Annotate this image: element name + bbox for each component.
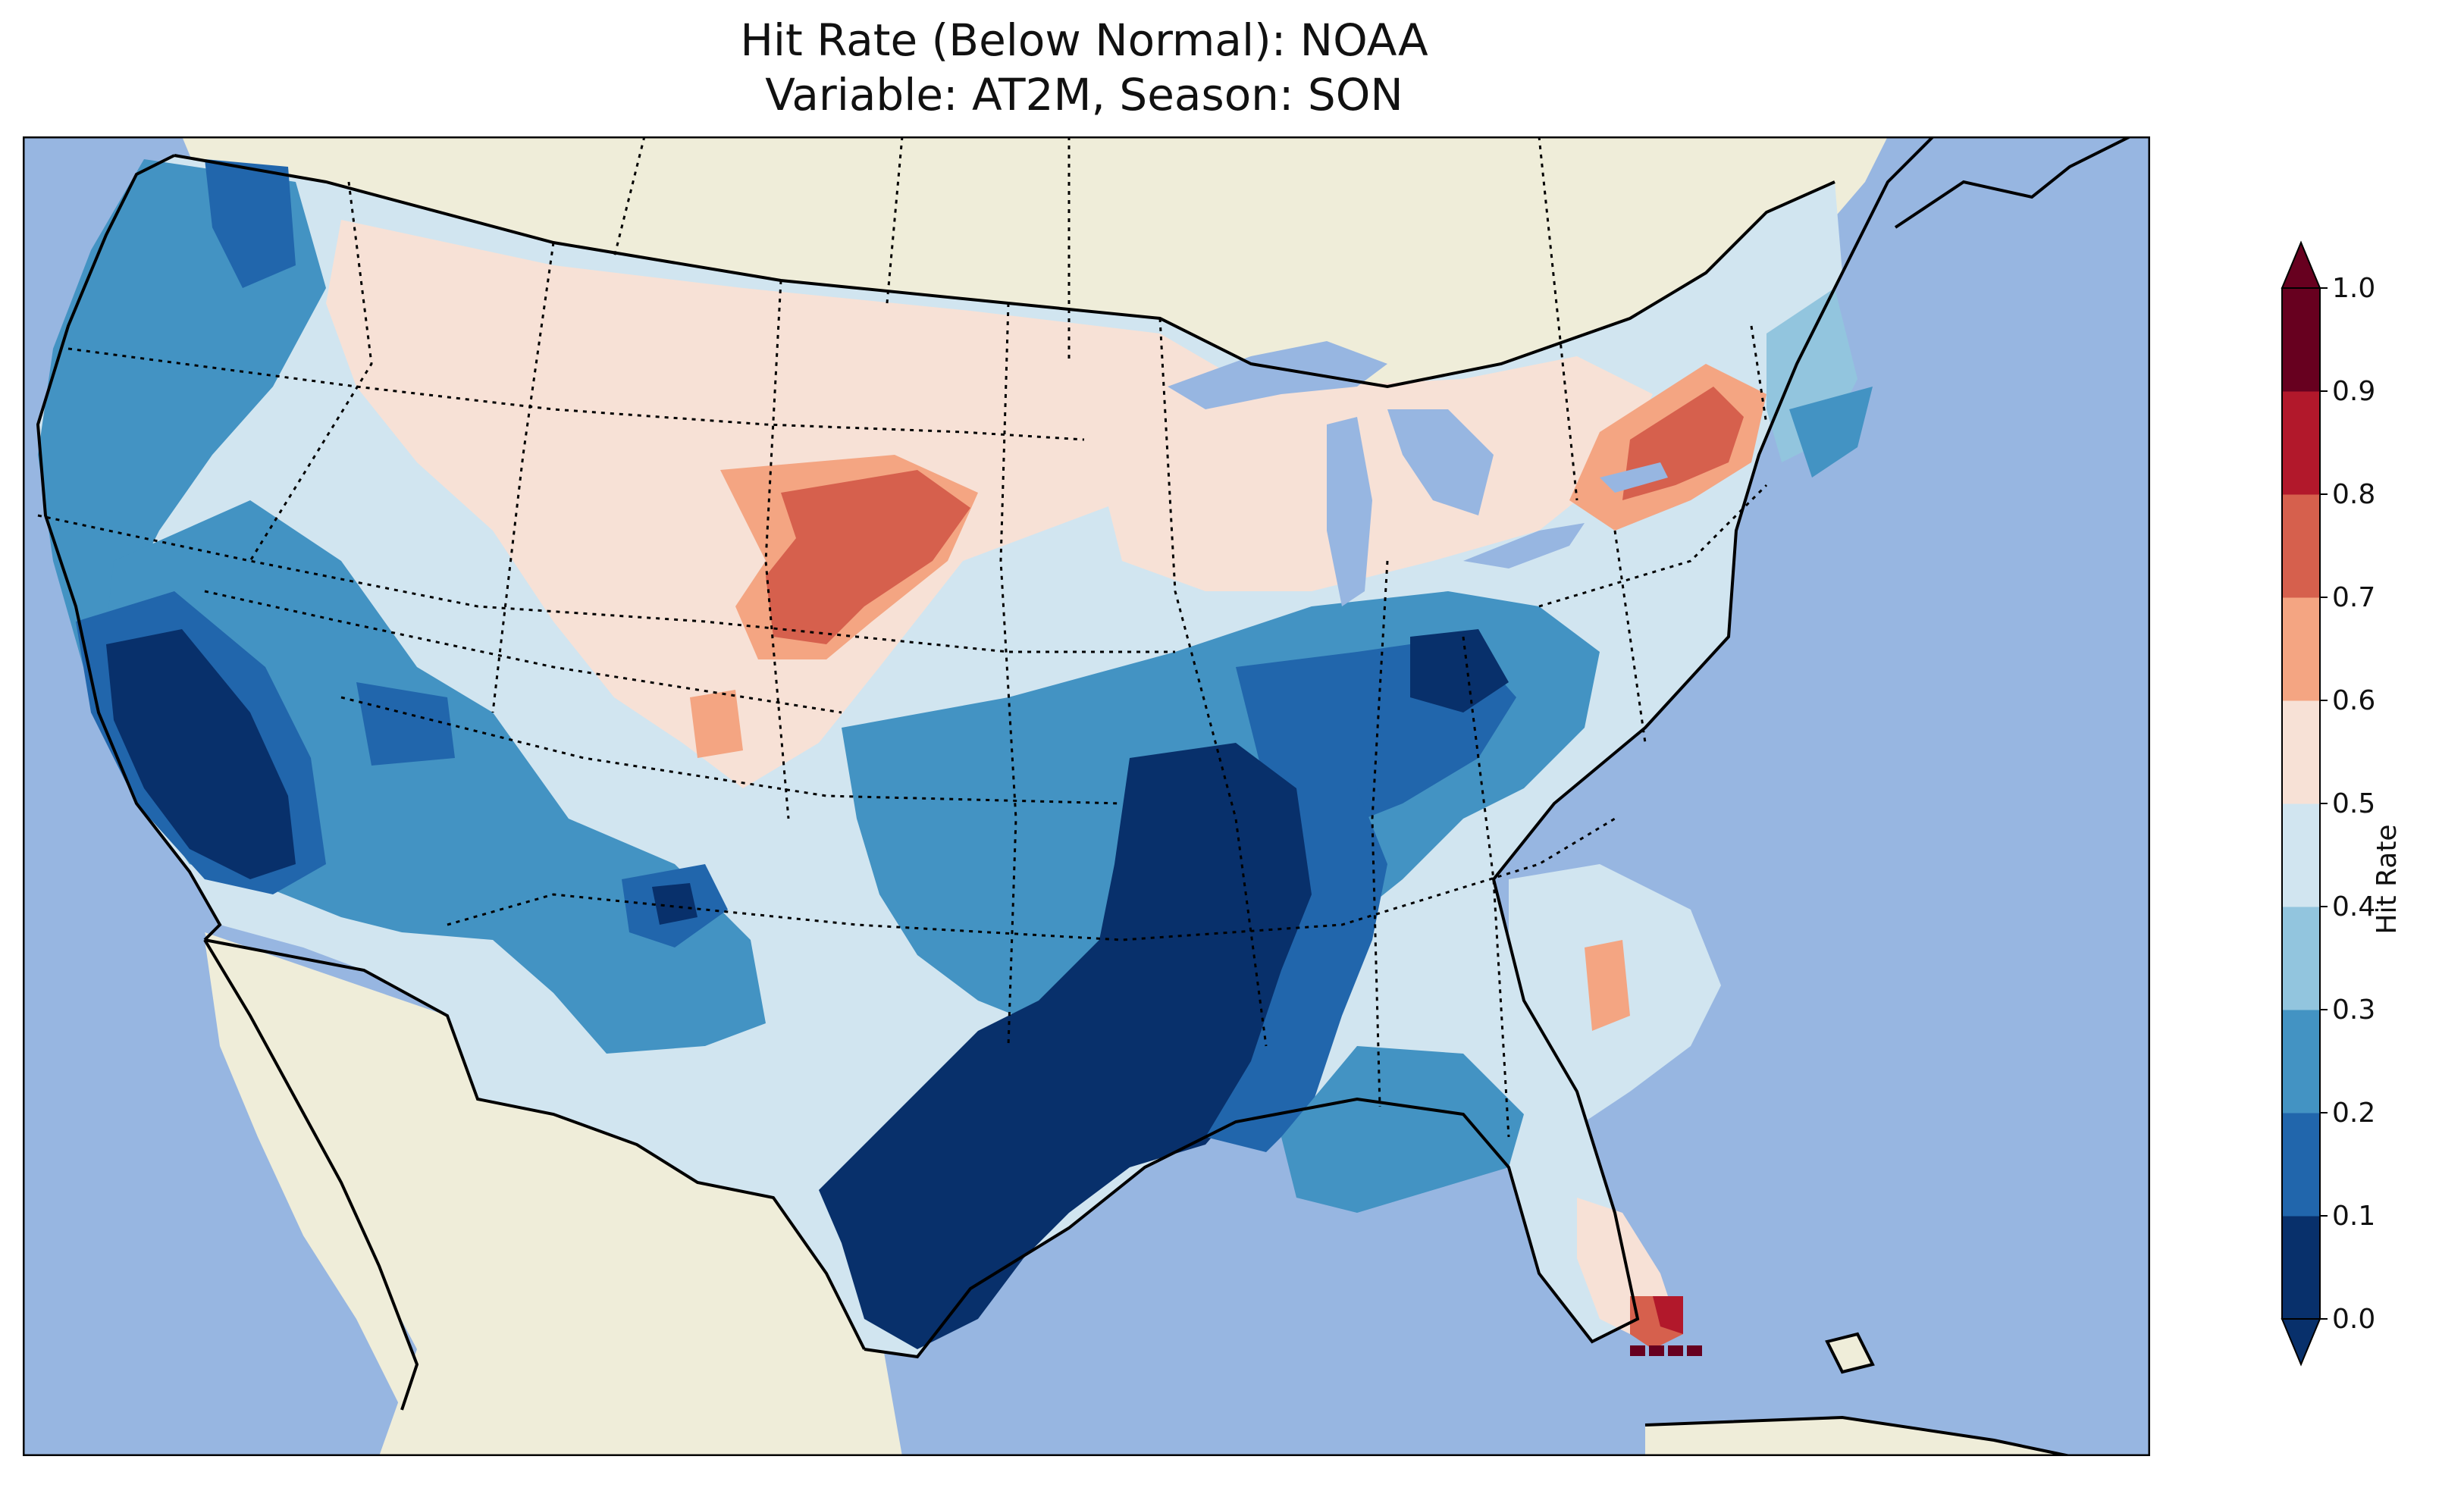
title-line-1: Hit Rate (Below Normal): NOAA [740,14,1428,66]
state-border-6 [249,181,373,562]
colorbar-cell-9 [2282,288,2320,392]
state-border-3 [204,590,842,714]
region-new-england-blue [1789,387,1873,478]
state-border-10 [1158,318,1268,1047]
mexico-land [205,932,902,1456]
state-border-16 [886,136,904,304]
colorbar-extend-min [2281,1318,2321,1367]
colorbar-tick-label-1: 0.1 [2332,1201,2375,1232]
canada-east-coast [1894,136,2131,229]
data-field [38,155,1873,1357]
florida-keys-cell-3 [1668,1345,1683,1356]
colorbar-cell-3 [2282,907,2320,1010]
coastlines [36,136,2131,1456]
region-great-basin [99,500,766,1054]
florida-keys-cell-1 [1630,1345,1645,1356]
baja-land [205,940,417,1410]
colorbar-cell-1 [2282,1113,2320,1217]
colorbar-tick-label-6: 0.6 [2332,685,2375,716]
colorbar-cell-5 [2282,700,2320,804]
bahamas-coast [1825,1332,1875,1374]
colorbar-cells [2281,240,2321,1367]
region-pacific-northwest [38,159,326,667]
region-four-corners-dark [652,883,698,925]
region-lower-mississippi [1205,788,1387,1152]
state-border-9 [999,302,1017,1047]
state-border-17 [613,136,646,258]
colorbar-tick-label-3: 0.3 [2332,994,2375,1026]
colorbar-extend-max [2281,240,2321,289]
colorbar-cell-2 [2282,1010,2320,1113]
region-indiana-darkest [1410,629,1509,713]
baja-coast [203,938,419,1411]
region-colorado-pink [690,690,743,758]
state-border-18 [1538,136,1578,501]
state-border-19 [1750,325,1768,425]
colorbar-tick-label-8: 0.8 [2332,479,2375,510]
state-borders [37,136,1768,1138]
colorbar-cell-7 [2282,494,2320,598]
colorbar: 0.0 0.1 0.2 0.3 0.4 0.5 0.6 0.7 0.8 0.9 1.0 Hit Ra… [2281,240,2403,1367]
map-panel [23,136,2150,1456]
state-border-8 [764,280,790,819]
lake-erie [1463,523,1585,568]
title-line-2: Variable: AT2M, Season: SON [765,69,1403,121]
state-border-14 [1538,484,1768,608]
region-gulf-coast [1281,1046,1524,1213]
colorbar-tick-label-5: 0.5 [2332,788,2375,819]
colorbar-cell-8 [2282,391,2320,495]
colorbar-tick-label-10: 1.0 [2332,273,2375,304]
lake-superior [1168,341,1387,409]
colorbar-ticks: 0.0 0.1 0.2 0.3 0.4 0.5 0.6 0.7 0.8 0.9 1.0 [2320,273,2375,1335]
region-pnw-dark [205,159,296,288]
gulf-coast-line [864,136,1935,1359]
region-georgia-pink [1585,940,1630,1031]
state-border-11 [1371,560,1389,1107]
great-lakes-water [1168,341,1668,606]
colorbar-cell-0 [2282,1216,2320,1320]
florida-keys-cell-4 [1687,1345,1702,1356]
colorbar-cell-4 [2282,803,2320,907]
state-border-2 [37,514,1175,653]
region-nevada-patch [356,682,455,766]
colorbar-tick-label-0: 0.0 [2332,1304,2375,1335]
state-border-1 [67,347,1085,441]
us-mexico-border [204,938,866,1350]
lake-ontario [1600,462,1668,493]
map-frame [23,136,2150,1456]
colorbar-cell-6 [2282,597,2320,701]
state-border-5 [447,817,1616,941]
cuba-land [1645,1417,2070,1456]
cuba-coast [1644,1415,2071,1456]
lake-huron [1387,409,1494,515]
colorbar-label: Hit Rate [2372,824,2403,934]
west-coast [36,154,222,941]
region-northern-plains-dark [766,470,970,644]
colorbar-tick-label-2: 0.2 [2332,1098,2375,1129]
colorbar-tick-label-7: 0.7 [2332,582,2375,613]
colorbar-tick-label-4: 0.4 [2332,891,2375,922]
region-california-darkest [106,629,296,879]
region-southern-plains [819,743,1327,1349]
lake-michigan [1327,417,1372,606]
region-south-florida-max [1653,1296,1683,1334]
colorbar-tick-label-9: 0.9 [2332,376,2375,407]
florida-keys-cell-2 [1649,1345,1664,1356]
region-great-lakes [1099,356,1653,591]
